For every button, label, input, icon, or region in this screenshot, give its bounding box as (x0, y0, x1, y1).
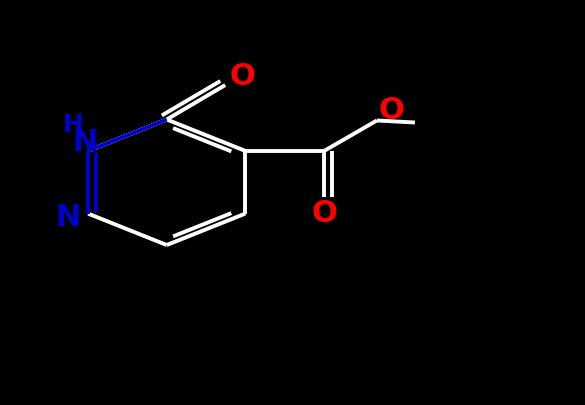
Text: H: H (63, 113, 84, 136)
Text: O: O (378, 96, 404, 125)
Text: N: N (73, 128, 98, 157)
Text: O: O (311, 199, 337, 228)
Text: N: N (55, 203, 80, 232)
Text: O: O (230, 62, 256, 92)
